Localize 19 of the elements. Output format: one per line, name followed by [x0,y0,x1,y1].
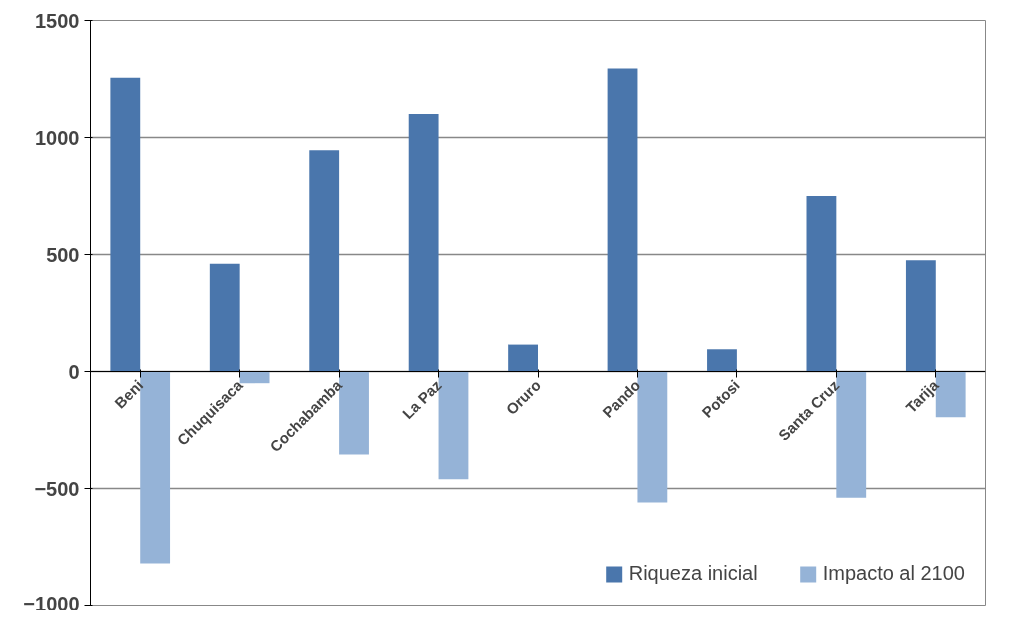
x-tick-label: La Paz [398,376,445,423]
legend-label: Impacto al 2100 [822,562,965,585]
bar [309,150,340,372]
bar [806,196,837,372]
y-tick-label: 1000 [35,126,80,149]
legend-label: Riqueza inicial [628,562,758,585]
bar [508,344,538,372]
y-tick-label: 500 [46,243,80,266]
bar [239,371,270,384]
bar [110,77,141,372]
y-tick-label: 1500 [35,9,80,32]
bar [209,263,240,372]
y-tick-label: −1000 [23,592,80,615]
bar [905,260,936,372]
bar [408,114,439,372]
y-tick-label: −500 [34,477,80,500]
y-tick-label: 0 [68,360,80,383]
bar [607,68,638,372]
bar [707,349,737,372]
